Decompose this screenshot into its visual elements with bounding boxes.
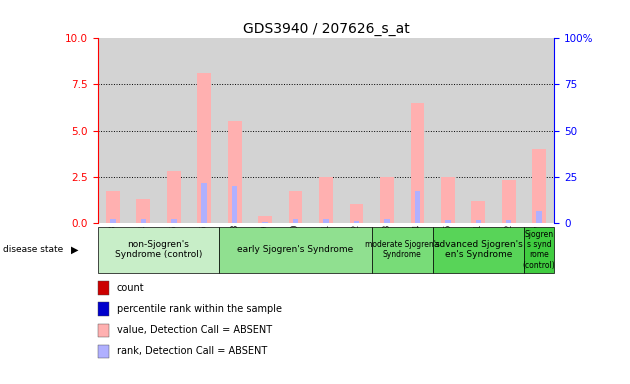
Bar bbox=[140, 219, 146, 223]
Bar bbox=[128, 38, 159, 223]
Text: value, Detection Call = ABSENT: value, Detection Call = ABSENT bbox=[117, 325, 272, 335]
Bar bbox=[280, 38, 311, 223]
Bar bbox=[167, 171, 181, 223]
Bar bbox=[506, 220, 512, 223]
Bar bbox=[372, 227, 433, 273]
Bar bbox=[372, 38, 402, 223]
Bar bbox=[502, 180, 515, 223]
Bar bbox=[189, 38, 219, 223]
Text: advanced Sjogren's
en's Syndrome: advanced Sjogren's en's Syndrome bbox=[434, 240, 523, 259]
Text: Sjogren
s synd
rome
(control): Sjogren s synd rome (control) bbox=[523, 230, 556, 270]
Bar bbox=[380, 177, 394, 223]
Bar bbox=[202, 183, 207, 223]
Bar bbox=[411, 103, 424, 223]
Bar bbox=[311, 38, 341, 223]
Bar bbox=[171, 218, 176, 223]
Bar bbox=[197, 73, 211, 223]
Bar bbox=[524, 38, 554, 223]
Text: percentile rank within the sample: percentile rank within the sample bbox=[117, 304, 282, 314]
Bar bbox=[415, 191, 420, 223]
Bar bbox=[350, 204, 364, 223]
Bar bbox=[323, 218, 329, 223]
Bar bbox=[493, 38, 524, 223]
Bar bbox=[532, 149, 546, 223]
Text: disease state: disease state bbox=[3, 245, 64, 254]
Text: ▶: ▶ bbox=[71, 245, 78, 255]
Text: early Sjogren's Syndrome: early Sjogren's Syndrome bbox=[238, 245, 353, 254]
Bar bbox=[258, 216, 272, 223]
Bar bbox=[341, 38, 372, 223]
Bar bbox=[110, 219, 116, 223]
Bar bbox=[289, 191, 302, 223]
Bar bbox=[159, 38, 189, 223]
Bar bbox=[353, 222, 359, 223]
Bar bbox=[228, 121, 241, 223]
Text: non-Sjogren's
Syndrome (control): non-Sjogren's Syndrome (control) bbox=[115, 240, 202, 259]
Bar bbox=[98, 227, 219, 273]
Bar bbox=[471, 200, 485, 223]
Bar bbox=[441, 177, 455, 223]
Bar bbox=[402, 38, 433, 223]
Bar bbox=[293, 219, 299, 223]
Bar bbox=[524, 227, 554, 273]
Bar bbox=[463, 38, 493, 223]
Bar bbox=[232, 186, 238, 223]
Bar bbox=[250, 38, 280, 223]
Bar bbox=[98, 38, 128, 223]
Text: count: count bbox=[117, 283, 144, 293]
Text: moderate Sjogren's
Syndrome: moderate Sjogren's Syndrome bbox=[365, 240, 440, 259]
Bar bbox=[106, 191, 120, 223]
Bar bbox=[319, 177, 333, 223]
Text: rank, Detection Call = ABSENT: rank, Detection Call = ABSENT bbox=[117, 346, 266, 356]
Bar bbox=[445, 220, 450, 223]
Bar bbox=[219, 38, 250, 223]
Bar bbox=[433, 38, 463, 223]
Bar bbox=[219, 227, 372, 273]
Title: GDS3940 / 207626_s_at: GDS3940 / 207626_s_at bbox=[243, 22, 410, 36]
Bar bbox=[536, 211, 542, 223]
Bar bbox=[476, 220, 481, 223]
Bar bbox=[384, 218, 390, 223]
Bar bbox=[262, 222, 268, 223]
Bar bbox=[433, 227, 524, 273]
Bar bbox=[137, 199, 150, 223]
